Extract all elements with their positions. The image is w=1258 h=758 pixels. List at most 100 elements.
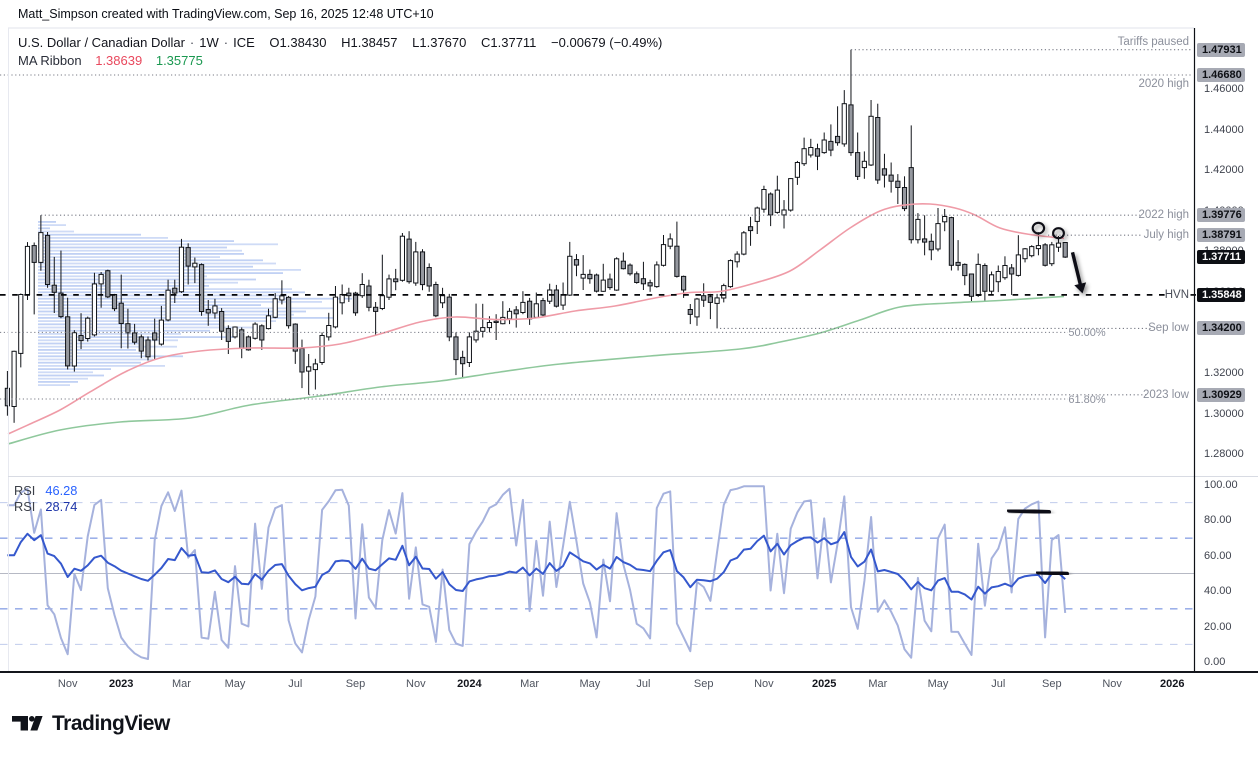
candle-down	[513, 309, 519, 315]
candle-down	[352, 292, 359, 314]
annotations	[1007, 221, 1087, 576]
volume-profile-row	[38, 221, 56, 223]
volume-profile-row	[38, 329, 210, 332]
candle-down	[259, 325, 265, 341]
rsi-trendline	[1007, 508, 1051, 514]
rsi-value-slow: 46.28	[45, 483, 78, 498]
time-label-month: May	[579, 678, 601, 690]
time-label-month: Nov	[57, 678, 78, 690]
rsi-pane	[0, 485, 1194, 660]
candle-down	[299, 348, 305, 373]
volume-profile-row	[38, 307, 335, 310]
ma-ribbon-legend: MA Ribbon 1.38639 1.35775	[18, 53, 203, 68]
ohlc-low: L1.37670	[412, 35, 467, 50]
candle-down	[587, 273, 593, 280]
candle-down	[681, 275, 687, 291]
candle-down	[433, 284, 439, 317]
tradingview-logo-icon	[12, 716, 43, 731]
candle-up	[1049, 244, 1055, 265]
time-label-month: Jul	[636, 678, 651, 690]
candle-up	[1055, 242, 1062, 248]
candle-down	[393, 278, 399, 283]
rsi-legend: RSI 46.28 RSI 28.74	[14, 483, 77, 514]
ohlc-close: C1.37711	[481, 35, 537, 50]
time-label-month: Mar	[172, 678, 191, 690]
candle-up	[727, 260, 734, 288]
volume-profile-row	[38, 384, 70, 386]
price-badge-gray: 1.34200	[1197, 321, 1245, 336]
candle-down	[848, 104, 854, 154]
candle-up	[98, 273, 104, 285]
level-label: HVN	[1164, 288, 1189, 301]
fib-label: 50.00%	[1068, 327, 1106, 340]
volume-profile-row	[38, 243, 278, 246]
candle-down	[955, 261, 961, 266]
volume-profile-row	[38, 224, 66, 226]
candle-down	[1009, 267, 1015, 275]
candle-down	[627, 264, 633, 275]
candle-up	[279, 295, 285, 301]
circle-annotation	[1052, 227, 1065, 240]
rsi-label: RSI	[14, 483, 36, 498]
time-label-year: 2023	[108, 678, 134, 690]
candle-up	[319, 335, 325, 363]
candle-up	[1015, 254, 1021, 276]
symbol-exchange: ICE	[233, 35, 255, 50]
arrow-shaft	[1070, 251, 1083, 286]
time-label-year: 2026	[1160, 678, 1185, 690]
volume-profile-row	[38, 265, 253, 268]
candle-up	[841, 103, 847, 145]
price-badge-gray: 1.47931	[1197, 42, 1245, 57]
candle-down	[982, 265, 988, 292]
candle-up	[359, 284, 365, 297]
candle-up	[935, 223, 941, 250]
volume-profile-row	[38, 352, 144, 354]
candle-down	[406, 238, 412, 283]
rsi-slow-line	[7, 531, 1066, 601]
ma-ribbon-label: MA Ribbon	[18, 52, 82, 68]
candle-up	[600, 279, 606, 292]
volume-profile-row	[38, 365, 165, 367]
time-label-month: May	[927, 678, 949, 690]
volume-profile-row	[38, 339, 178, 342]
candle-down	[540, 300, 546, 316]
level-lines	[0, 49, 1196, 400]
candle-down	[51, 284, 57, 293]
candle-down	[132, 332, 138, 343]
ohlc-high: H1.38457	[341, 35, 398, 50]
change-value: −0.00679 (−0.49%)	[551, 35, 663, 50]
volume-profile-row	[38, 342, 142, 345]
logo-slash-shape	[30, 716, 43, 731]
time-label-month: Jul	[288, 678, 303, 690]
ohlc-open: O1.38430	[269, 35, 327, 50]
volume-profile-row	[38, 288, 292, 290]
rsi-tick-label: 40.00	[1204, 585, 1232, 598]
candle-down	[453, 336, 459, 361]
level-label: 2022 high	[1138, 209, 1189, 222]
candle-up	[473, 330, 479, 341]
candle-down	[58, 292, 64, 318]
candle-down	[44, 234, 51, 285]
symbol-interval: 1W	[199, 35, 219, 50]
candle-down	[573, 259, 580, 266]
volume-profile-row	[38, 291, 305, 294]
volume-profile-row	[38, 361, 141, 364]
candle-up	[942, 216, 948, 223]
legend-separator: ·	[223, 35, 229, 50]
candle-down	[834, 135, 841, 144]
time-label-month: Mar	[868, 678, 888, 690]
candle-up	[38, 232, 44, 263]
volume-profile-row	[38, 237, 168, 239]
logo-dot-shape	[29, 716, 35, 722]
candle-up	[506, 310, 513, 320]
candle-down	[1062, 242, 1068, 258]
rsi-value-fast: 28.74	[45, 498, 78, 514]
candle-down	[674, 245, 680, 277]
arrow-head	[1074, 282, 1087, 294]
candle-up	[915, 218, 921, 241]
time-label-month: Sep	[345, 678, 366, 690]
candle-down	[768, 193, 774, 216]
rsi-tick-label: 100.00	[1204, 478, 1238, 491]
logo-bar-shape	[12, 716, 28, 731]
candle-down	[292, 323, 298, 352]
